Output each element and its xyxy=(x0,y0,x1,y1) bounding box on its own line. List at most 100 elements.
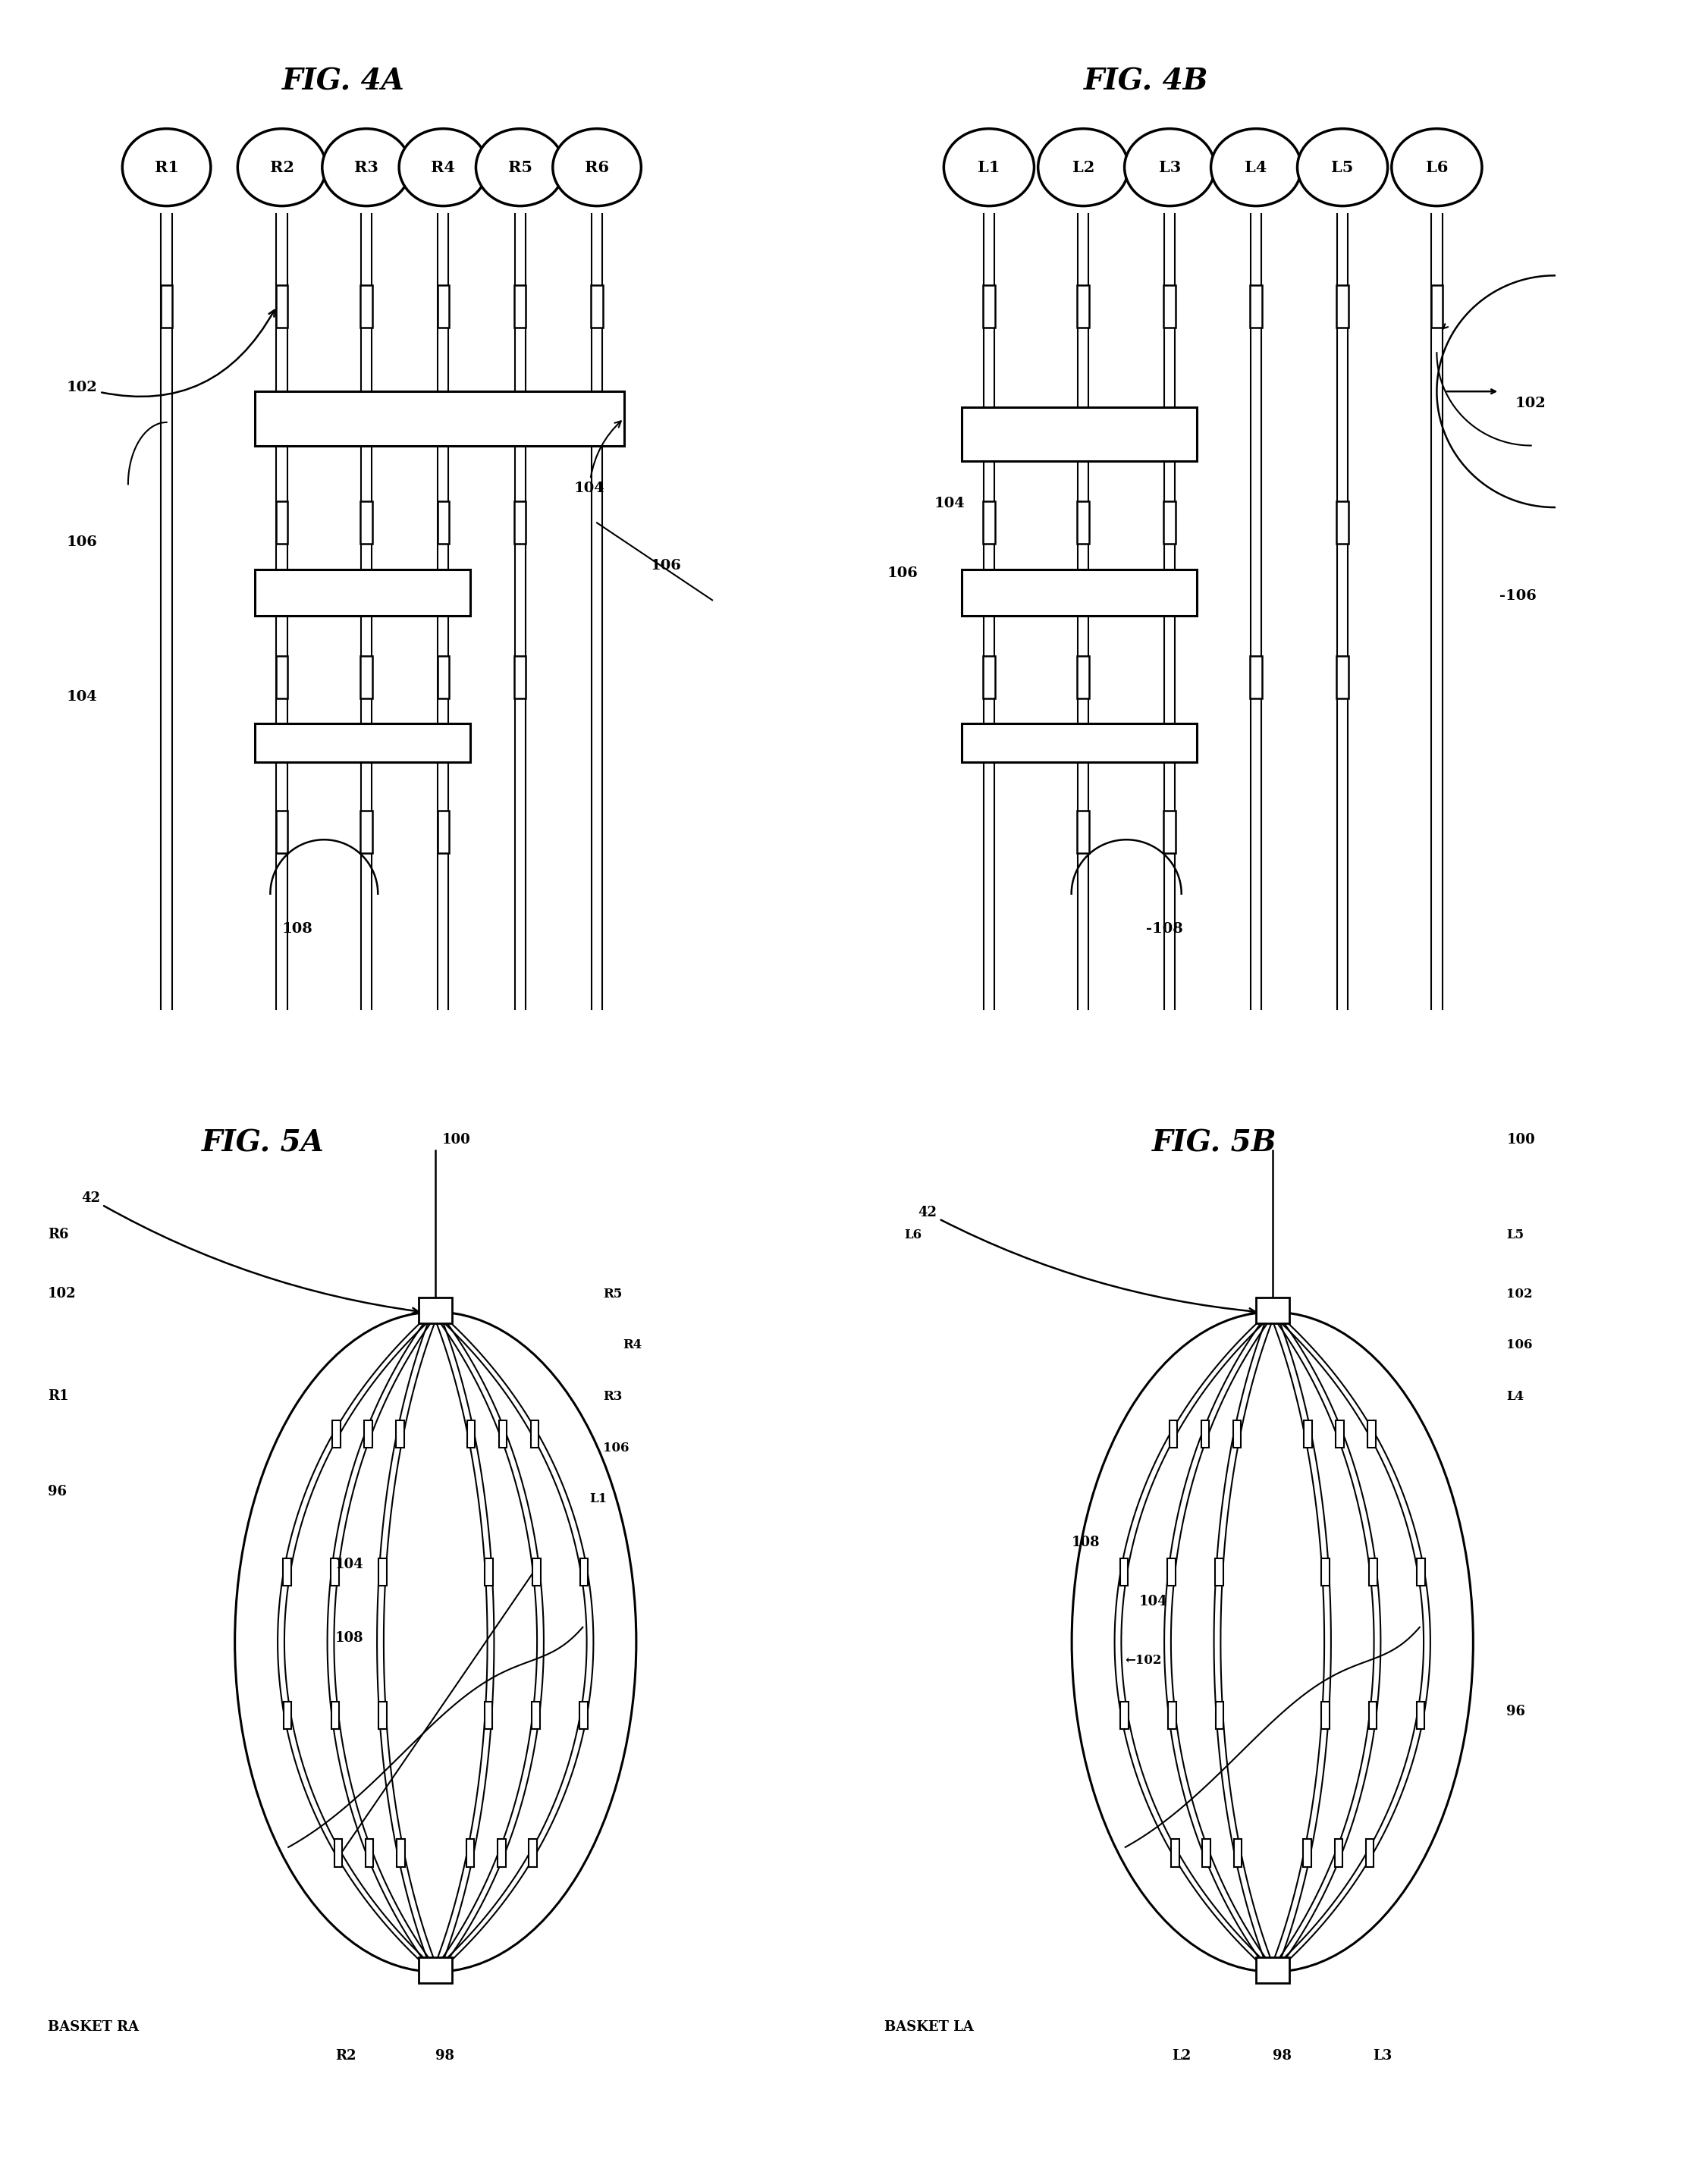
FancyBboxPatch shape xyxy=(1431,286,1443,328)
FancyBboxPatch shape xyxy=(1368,1420,1375,1448)
Text: 104: 104 xyxy=(934,496,965,511)
FancyBboxPatch shape xyxy=(284,1701,292,1730)
FancyBboxPatch shape xyxy=(514,655,526,699)
Text: L6: L6 xyxy=(1426,159,1448,175)
Ellipse shape xyxy=(123,129,210,205)
FancyBboxPatch shape xyxy=(1334,1839,1342,1867)
FancyBboxPatch shape xyxy=(1337,286,1348,328)
Text: -108: -108 xyxy=(1146,922,1184,935)
FancyBboxPatch shape xyxy=(1120,1701,1129,1730)
FancyBboxPatch shape xyxy=(1202,1839,1211,1867)
Text: FIG. 4A: FIG. 4A xyxy=(282,68,405,96)
FancyBboxPatch shape xyxy=(1250,286,1262,328)
Text: 106: 106 xyxy=(651,559,681,572)
Text: 42: 42 xyxy=(80,1190,418,1313)
FancyBboxPatch shape xyxy=(284,1557,290,1586)
FancyBboxPatch shape xyxy=(1337,655,1348,699)
FancyBboxPatch shape xyxy=(437,286,449,328)
FancyBboxPatch shape xyxy=(1078,655,1090,699)
FancyBboxPatch shape xyxy=(277,655,287,699)
Text: 104: 104 xyxy=(574,422,622,496)
FancyBboxPatch shape xyxy=(277,502,287,544)
Text: 104: 104 xyxy=(1139,1594,1167,1607)
FancyBboxPatch shape xyxy=(984,655,994,699)
FancyBboxPatch shape xyxy=(1120,1557,1127,1586)
FancyBboxPatch shape xyxy=(1163,810,1175,854)
FancyBboxPatch shape xyxy=(1303,1839,1312,1867)
Text: 108: 108 xyxy=(1073,1535,1100,1551)
Ellipse shape xyxy=(945,129,1033,205)
Text: BASKET LA: BASKET LA xyxy=(885,2020,974,2033)
Text: 106: 106 xyxy=(1506,1339,1532,1352)
Text: FIG. 5A: FIG. 5A xyxy=(202,1129,325,1158)
FancyBboxPatch shape xyxy=(364,1420,372,1448)
Text: FIG. 4B: FIG. 4B xyxy=(1083,68,1209,96)
Text: 108: 108 xyxy=(335,1631,364,1645)
FancyBboxPatch shape xyxy=(1233,1420,1242,1448)
Text: R5: R5 xyxy=(603,1286,622,1299)
FancyBboxPatch shape xyxy=(437,810,449,854)
FancyBboxPatch shape xyxy=(1172,1839,1179,1867)
FancyBboxPatch shape xyxy=(1078,286,1090,328)
FancyBboxPatch shape xyxy=(254,570,470,616)
Text: L4: L4 xyxy=(1506,1389,1524,1402)
Ellipse shape xyxy=(553,129,640,205)
FancyBboxPatch shape xyxy=(1168,1701,1177,1730)
FancyBboxPatch shape xyxy=(1366,1839,1373,1867)
Text: R2: R2 xyxy=(335,2049,355,2064)
Text: R5: R5 xyxy=(507,159,533,175)
FancyBboxPatch shape xyxy=(579,1701,588,1730)
Text: L5: L5 xyxy=(1331,159,1354,175)
FancyBboxPatch shape xyxy=(962,570,1197,616)
FancyBboxPatch shape xyxy=(591,286,603,328)
Text: 106: 106 xyxy=(886,566,917,581)
Text: 42: 42 xyxy=(917,1206,1255,1315)
FancyBboxPatch shape xyxy=(1418,1557,1424,1586)
Text: 100: 100 xyxy=(1506,1133,1535,1147)
FancyBboxPatch shape xyxy=(531,1701,540,1730)
FancyBboxPatch shape xyxy=(360,502,372,544)
Text: R1: R1 xyxy=(48,1389,68,1402)
Text: R4: R4 xyxy=(623,1339,642,1352)
Text: L5: L5 xyxy=(1506,1230,1524,1243)
FancyBboxPatch shape xyxy=(1322,1701,1329,1730)
Text: 108: 108 xyxy=(282,922,313,935)
FancyBboxPatch shape xyxy=(418,1297,453,1324)
FancyBboxPatch shape xyxy=(379,1701,386,1730)
FancyBboxPatch shape xyxy=(533,1557,540,1586)
FancyBboxPatch shape xyxy=(1368,1701,1377,1730)
FancyBboxPatch shape xyxy=(1255,1297,1290,1324)
Text: ←102: ←102 xyxy=(1126,1653,1161,1666)
FancyBboxPatch shape xyxy=(466,1420,475,1448)
FancyBboxPatch shape xyxy=(1250,655,1262,699)
Ellipse shape xyxy=(400,129,487,205)
Text: 98: 98 xyxy=(1272,2049,1291,2064)
FancyBboxPatch shape xyxy=(499,1420,507,1448)
FancyBboxPatch shape xyxy=(1168,1557,1175,1586)
FancyBboxPatch shape xyxy=(360,655,372,699)
Text: L6: L6 xyxy=(905,1230,922,1243)
FancyBboxPatch shape xyxy=(418,1957,453,1983)
FancyBboxPatch shape xyxy=(437,502,449,544)
Ellipse shape xyxy=(1211,129,1301,205)
FancyBboxPatch shape xyxy=(514,502,526,544)
FancyBboxPatch shape xyxy=(1216,1557,1223,1586)
FancyBboxPatch shape xyxy=(1078,810,1090,854)
FancyBboxPatch shape xyxy=(1233,1839,1242,1867)
Text: L4: L4 xyxy=(1245,159,1267,175)
FancyBboxPatch shape xyxy=(360,810,372,854)
FancyBboxPatch shape xyxy=(277,286,287,328)
Text: R6: R6 xyxy=(48,1227,68,1243)
Text: FIG. 5B: FIG. 5B xyxy=(1153,1129,1278,1158)
Text: 106: 106 xyxy=(603,1441,629,1455)
FancyBboxPatch shape xyxy=(529,1839,536,1867)
Text: L3: L3 xyxy=(1373,2049,1392,2064)
Ellipse shape xyxy=(1124,129,1214,205)
Text: 104: 104 xyxy=(67,690,97,703)
Ellipse shape xyxy=(237,129,326,205)
FancyBboxPatch shape xyxy=(485,1557,492,1586)
FancyBboxPatch shape xyxy=(1216,1701,1223,1730)
FancyBboxPatch shape xyxy=(277,810,287,854)
Ellipse shape xyxy=(477,129,564,205)
Text: 96: 96 xyxy=(1506,1704,1525,1719)
